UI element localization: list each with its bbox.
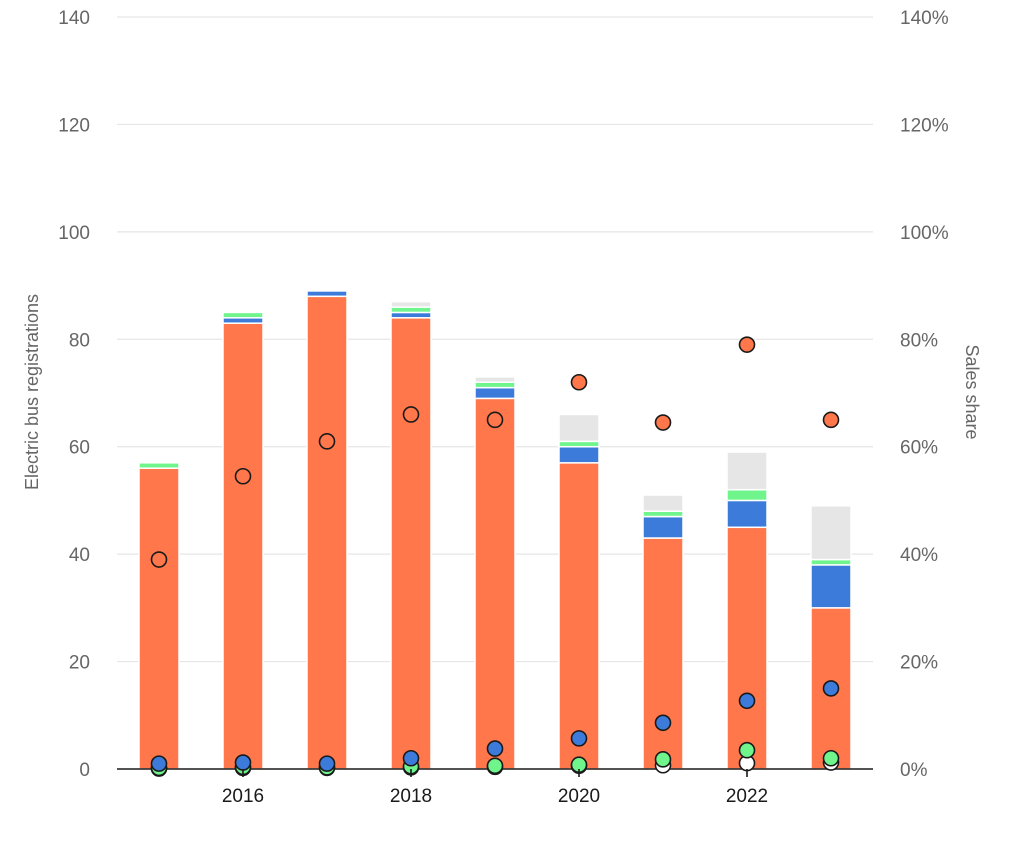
bar-segment-2021-s1 (642, 515, 684, 539)
bar-segment-2022-s2 (726, 488, 768, 502)
y2-axis-title: Sales share (962, 344, 982, 439)
bar-segment-2019-s3 (474, 376, 516, 384)
share-marker-2018 (402, 749, 420, 767)
bar-segment-2021-s0 (642, 537, 684, 770)
bar-segment-2019-s2 (474, 381, 516, 389)
x-tick-label: 2018 (390, 786, 432, 807)
bar-segment-2022-s3 (726, 451, 768, 491)
y2-tick-label: 120% (900, 115, 949, 136)
bar-segment-2016-s2 (222, 311, 264, 319)
share-marker-2017 (318, 755, 336, 772)
share-marker-2017 (318, 433, 336, 450)
bar-segment-2022-s0 (726, 526, 768, 770)
y2-tick-label: 100% (900, 223, 949, 244)
share-marker-2022 (738, 336, 756, 353)
share-marker-2023 (822, 411, 840, 429)
bar-segment-2019-s1 (474, 386, 516, 400)
share-marker-2022 (738, 741, 756, 759)
share-marker-2021 (654, 414, 672, 431)
y-tick-label: 80 (69, 330, 90, 351)
share-marker-2016 (234, 467, 252, 485)
share-marker-2015 (150, 551, 168, 568)
x-tick-label: 2022 (726, 786, 768, 807)
bar-segment-2017-s0 (306, 295, 348, 770)
y2-tick-label: 0% (900, 760, 928, 781)
y-tick-label: 120 (58, 115, 90, 136)
bar-segment-2015-s0 (138, 467, 180, 770)
y2-tick-label: 40% (900, 545, 938, 566)
y2-tick-label: 80% (900, 330, 938, 351)
y-tick-label: 0 (79, 760, 90, 781)
y-tick-label: 140 (58, 8, 90, 29)
y-axis-title: Electric bus registrations (22, 294, 42, 490)
bar-segment-2016-s1 (222, 317, 264, 324)
bar-segment-2018-s0 (390, 317, 432, 770)
share-marker-2020 (570, 373, 588, 391)
right-axis-ticks: 0% 20% 40% 60% 80% 100% 120% 140% (900, 8, 949, 781)
left-axis-ticks: 0 20 40 60 80 100 120 140 (58, 8, 90, 781)
share-markers (150, 336, 840, 777)
bar-segment-2021-s3 (642, 494, 684, 512)
x-tick-label: 2016 (222, 786, 264, 807)
bar-segment-2020-s0 (558, 462, 600, 770)
share-marker-2020 (570, 730, 588, 747)
share-marker-2021 (654, 714, 672, 732)
bar-segment-2015-s2 (138, 462, 180, 469)
bar-segment-2019-s0 (474, 397, 516, 770)
x-tick-label: 2020 (558, 786, 600, 807)
y2-tick-label: 140% (900, 8, 949, 29)
bars (138, 290, 852, 770)
share-marker-2015 (150, 755, 168, 772)
x-axis-ticks: 2016 2018 2020 2022 (222, 769, 768, 807)
bar-segment-2020-s2 (558, 440, 600, 448)
bar-segment-2023-s1 (810, 564, 852, 609)
y-tick-label: 100 (58, 223, 90, 244)
y-tick-label: 60 (69, 438, 90, 459)
bar-segment-2021-s2 (642, 510, 684, 518)
y2-tick-label: 60% (900, 438, 938, 459)
y2-tick-label: 20% (900, 653, 938, 674)
bar-segment-2023-s3 (810, 505, 852, 561)
y-tick-label: 40 (69, 545, 90, 566)
share-marker-2019 (486, 411, 504, 429)
bar-segment-2022-s1 (726, 499, 768, 529)
share-marker-2018 (402, 406, 420, 423)
share-marker-2019 (486, 757, 504, 775)
bar-segment-2016-s0 (222, 322, 264, 770)
bar-segment-2018-s1 (390, 311, 432, 319)
y-tick-label: 20 (69, 653, 90, 674)
share-marker-2023 (822, 749, 840, 767)
bar-segment-2020-s1 (558, 445, 600, 464)
bar-segment-2023-s2 (810, 558, 852, 566)
share-marker-2021 (654, 751, 672, 768)
bar-segment-2017-s1 (306, 290, 348, 298)
share-marker-2016 (234, 754, 252, 771)
bar-segment-2018-s2 (390, 306, 432, 314)
share-marker-2022 (738, 692, 756, 710)
share-marker-2019 (486, 740, 504, 757)
share-marker-2023 (822, 680, 840, 697)
bar-segment-2020-s3 (558, 413, 600, 443)
bar-segment-2018-s3 (390, 300, 432, 308)
